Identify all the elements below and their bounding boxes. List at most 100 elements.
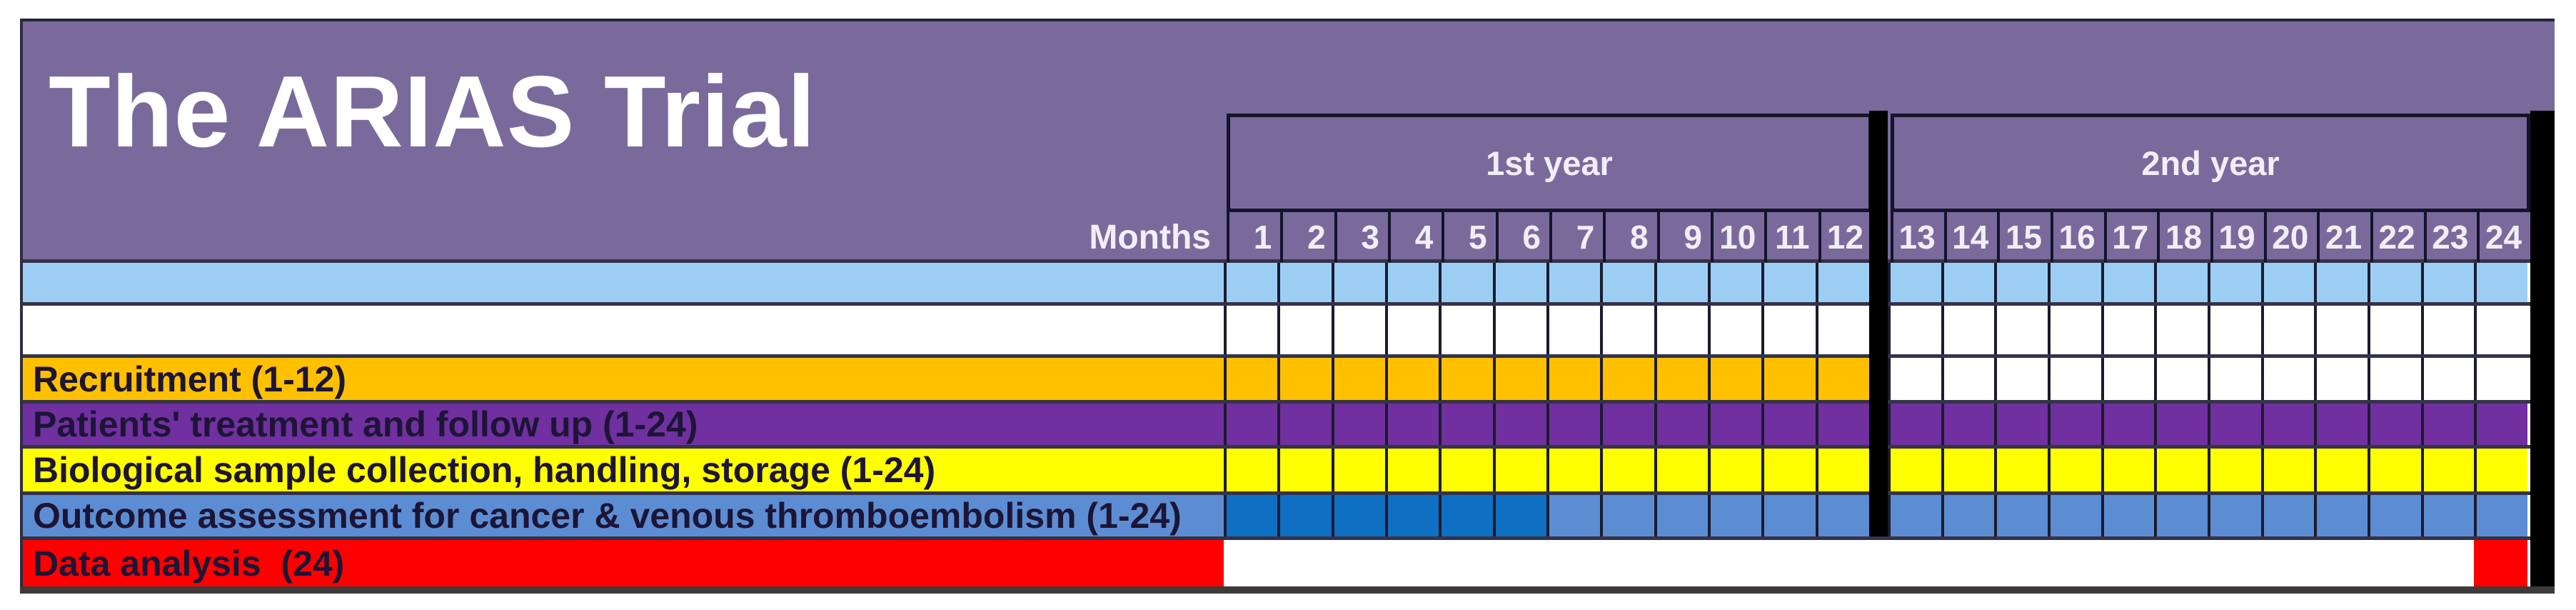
month-grid-cell — [1277, 358, 1332, 400]
month-grid-cell — [2368, 449, 2421, 491]
row-label: Outcome assessment for cancer & venous t… — [23, 495, 1224, 536]
month-grid-cell — [1600, 449, 1654, 491]
month-grid-cell — [1331, 495, 1385, 536]
month-cell: 18 — [2157, 212, 2210, 262]
month-grid-cell — [2260, 306, 2315, 354]
task-row — [23, 259, 2555, 302]
month-grid-cell — [1492, 540, 1546, 586]
month-grid-cell — [1600, 404, 1654, 445]
month-grid-cell — [1546, 449, 1601, 491]
month-grid-cell — [2260, 263, 2315, 302]
month-grid-cell — [2368, 263, 2421, 302]
month-grid-cell — [2474, 306, 2528, 354]
month-grid-cell — [2154, 495, 2208, 536]
bottom-border — [20, 586, 2555, 594]
month-grid-cell — [1941, 358, 1995, 400]
month-grid-cell — [1888, 358, 1941, 400]
month-grid-cell — [2474, 449, 2528, 491]
month-grid-cell — [2048, 449, 2101, 491]
month-grid-cell — [1941, 449, 1995, 491]
month-grid-cell — [1600, 495, 1654, 536]
month-cell: 15 — [1997, 212, 2051, 262]
month-grid-cell — [1815, 263, 1869, 302]
month-grid-cell — [2420, 358, 2475, 400]
month-grid-cell — [2260, 495, 2315, 536]
month-grid-cell — [1654, 404, 1708, 445]
month-grid-cell — [1994, 358, 2048, 400]
month-grid-cell — [1707, 306, 1762, 354]
month-grid-cell — [2474, 358, 2528, 400]
month-grid-cell — [2048, 306, 2101, 354]
month-cell: 24 — [2477, 212, 2530, 262]
month-grid-cell — [1224, 495, 1278, 536]
row-cells-year2 — [1888, 263, 2528, 302]
month-cell: 5 — [1442, 212, 1495, 262]
month-grid-cell — [1761, 404, 1816, 445]
month-grid-cell — [1224, 404, 1278, 445]
month-grid-cell — [1546, 540, 1601, 586]
month-grid-cell — [2208, 449, 2261, 491]
month-grid-cell — [1994, 306, 2048, 354]
month-grid-cell — [1707, 263, 1762, 302]
month-grid-cell — [1761, 306, 1816, 354]
month-grid-cell — [1492, 306, 1546, 354]
gantt-sheet: The ARIAS Trial 1st year 2nd year Months… — [20, 19, 2555, 594]
month-grid-cell — [1384, 404, 1439, 445]
month-grid-cell — [2368, 358, 2421, 400]
month-grid-cell — [1492, 358, 1546, 400]
month-grid-cell — [2474, 540, 2528, 586]
month-grid-cell — [1546, 358, 1601, 400]
month-grid-cell — [1815, 540, 1869, 586]
header-band: The ARIAS Trial 1st year 2nd year Months… — [20, 19, 2555, 262]
month-grid-cell — [2314, 495, 2368, 536]
month-grid-cell — [1600, 358, 1654, 400]
month-grid-cell — [1761, 449, 1816, 491]
right-edge-bar — [2530, 111, 2555, 586]
month-grid-cell — [1994, 404, 2048, 445]
row-label: Recruitment (1-12) — [23, 358, 1224, 400]
month-grid-cell — [1277, 263, 1332, 302]
row-cells-year1 — [1224, 358, 1869, 400]
month-grid-cell — [1224, 306, 1278, 354]
month-grid-cell — [1384, 495, 1439, 536]
month-grid-cell — [1654, 306, 1708, 354]
month-grid-cell — [1994, 449, 2048, 491]
month-grid-cell — [1994, 263, 2048, 302]
month-grid-cell — [2420, 540, 2475, 586]
row-cells-year2 — [1888, 495, 2528, 536]
months-label: Months — [1089, 218, 1211, 256]
month-grid-cell — [1707, 540, 1762, 586]
month-grid-cell — [2100, 404, 2155, 445]
month-grid-cell — [1439, 404, 1493, 445]
months-header-row: Months 1 2 3 4 5 6 7 8 9 10 11 12 13 14 15 16 17 18 19 20 2… — [23, 212, 2555, 262]
month-grid-cell — [2208, 404, 2261, 445]
month-cell: 22 — [2370, 212, 2424, 262]
row-cells-year2 — [1888, 306, 2528, 354]
month-grid-cell — [1384, 358, 1439, 400]
month-cell: 10 — [1710, 212, 1764, 262]
month-grid-cell — [1654, 263, 1708, 302]
month-grid-cell — [1761, 495, 1816, 536]
row-cells-year2 — [1888, 404, 2528, 445]
month-grid-cell — [1384, 306, 1439, 354]
month-grid-cell — [2368, 306, 2421, 354]
month-cell: 9 — [1656, 212, 1711, 262]
month-grid-cell — [1941, 404, 1995, 445]
month-grid-cell — [1439, 263, 1493, 302]
month-grid-cell — [2474, 263, 2528, 302]
month-grid-cell — [1888, 306, 1941, 354]
month-grid-cell — [2208, 358, 2261, 400]
row-cells-year2 — [1888, 358, 2528, 400]
month-grid-cell — [2154, 540, 2208, 586]
month-cell: 2 — [1280, 212, 1334, 262]
month-grid-cell — [1439, 540, 1493, 586]
year-header-2nd: 2nd year — [1891, 114, 2530, 212]
month-grid-cell — [1600, 540, 1654, 586]
month-grid-cell — [2208, 263, 2261, 302]
month-cell: 4 — [1387, 212, 1442, 262]
month-grid-cell — [2314, 358, 2368, 400]
task-row: Patients' treatment and follow up (1-24) — [23, 400, 2555, 445]
row-cells-year1 — [1224, 306, 1869, 354]
row-cells-year1 — [1224, 449, 1869, 491]
